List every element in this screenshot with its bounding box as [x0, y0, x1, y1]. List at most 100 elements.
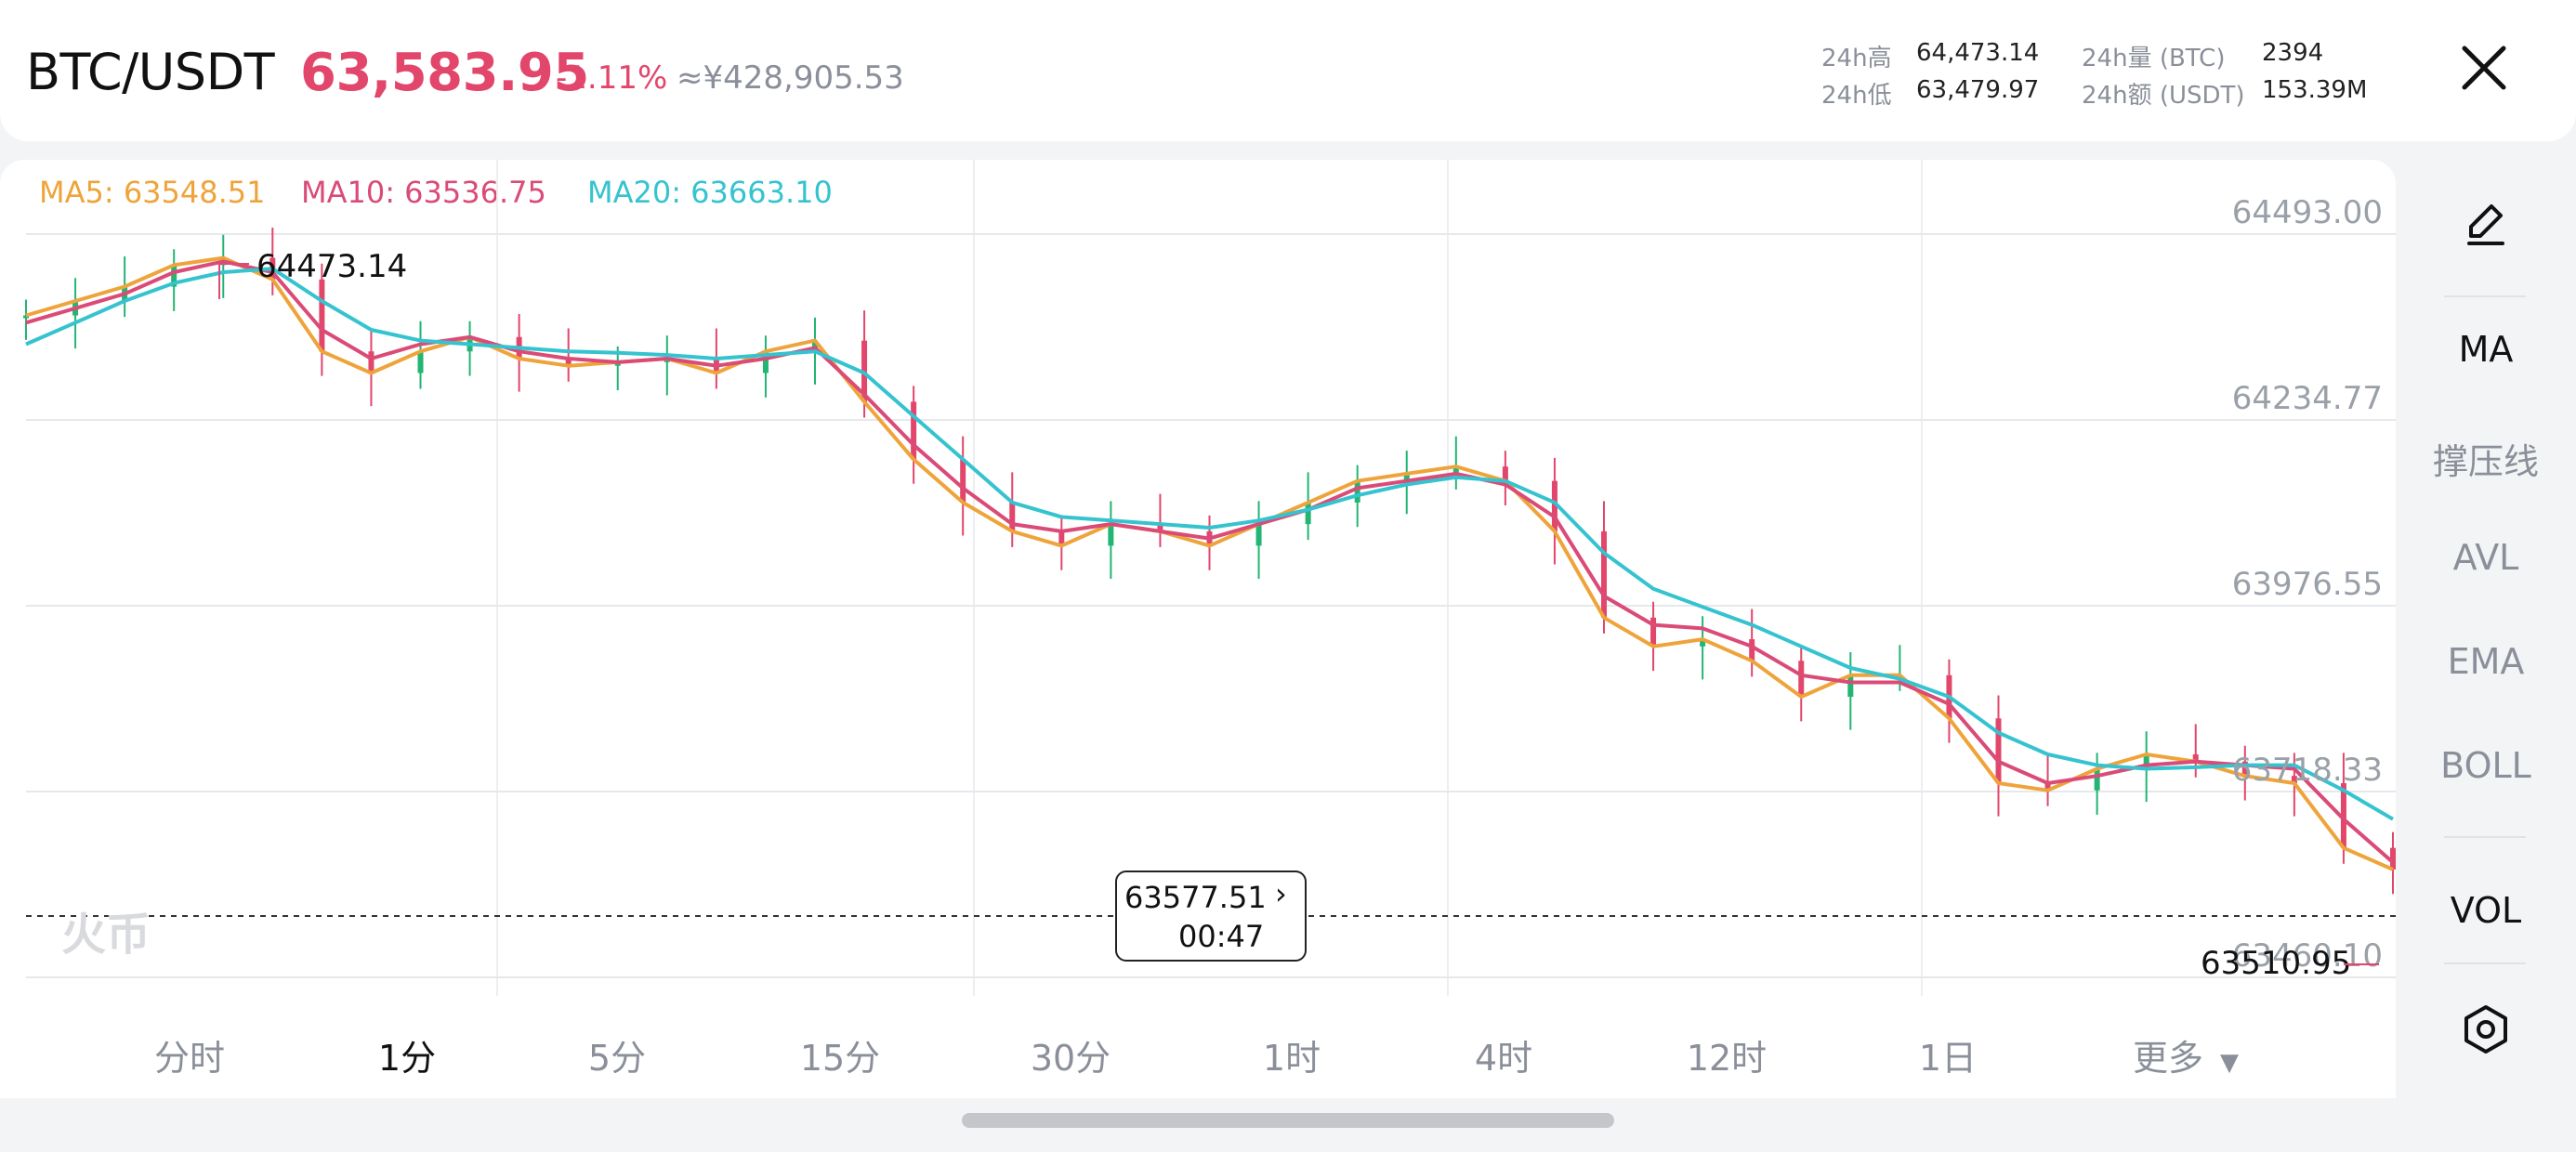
- indicator-avl[interactable]: AVL: [2452, 537, 2519, 578]
- current-price-tooltip[interactable]: 63577.51 › 00:47: [1115, 871, 1307, 962]
- ma20-line: [25, 267, 2395, 821]
- candle-body: [368, 351, 375, 373]
- tab-15min[interactable]: 15分: [799, 1038, 881, 1079]
- watermark-logo: 火币: [61, 909, 151, 961]
- candle-body: [1403, 473, 1410, 481]
- rail-divider: [2444, 962, 2526, 964]
- last-price: 63,583.95: [300, 43, 589, 103]
- indicator-vol[interactable]: VOL: [2450, 890, 2522, 931]
- low-24h-value: 63,479.97: [1916, 76, 2040, 104]
- candle-body: [1305, 502, 1311, 525]
- candle-body: [1650, 617, 1657, 647]
- high-marker-leader: [218, 263, 249, 299]
- chart-settings-button[interactable]: [2396, 1003, 2576, 1064]
- low-24h-label: 24h低: [1821, 82, 1892, 110]
- amount-24h-label: 24h额 (USDT): [2082, 82, 2245, 110]
- scroll-handle[interactable]: [962, 1113, 1614, 1128]
- candle-body: [1255, 524, 1262, 546]
- candle-body: [2291, 776, 2297, 783]
- ma5-line: [25, 255, 2394, 871]
- ticker-header: BTC/USDT 63,583.95 -1.11% ≈¥428,905.53 2…: [0, 0, 2576, 141]
- candle-body: [319, 279, 325, 352]
- candle-body: [762, 351, 769, 373]
- candle-body: [960, 459, 966, 503]
- settings-icon: [2464, 1005, 2507, 1054]
- volume-24h-value: 2394: [2262, 39, 2324, 67]
- candle-body: [2192, 753, 2199, 762]
- indicator-ema[interactable]: EMA: [2447, 641, 2525, 682]
- tab-more[interactable]: 更多 ▼: [2133, 1029, 2239, 1080]
- indicator-support-resistance[interactable]: 撑压线: [2432, 441, 2539, 482]
- tab-more-label: 更多: [2132, 1038, 2203, 1079]
- candle-body: [1058, 530, 1065, 546]
- tab-timeline[interactable]: 分时: [153, 1038, 226, 1079]
- indicator-boll[interactable]: BOLL: [2440, 745, 2531, 786]
- current-price-value: 63577.51: [1124, 880, 1267, 915]
- high-24h-value: 64,473.14: [1916, 39, 2040, 67]
- ma10-label: MA10: 63536.75: [301, 175, 546, 210]
- indicator-ma[interactable]: MA: [2458, 329, 2514, 370]
- candle-body: [1749, 639, 1755, 661]
- candle-body: [2143, 753, 2149, 769]
- close-icon: [2462, 46, 2506, 90]
- rail-divider: [2444, 295, 2526, 297]
- close-button[interactable]: [2453, 37, 2515, 98]
- high-marker-label: 64473.14: [256, 248, 407, 285]
- candle-body: [417, 351, 424, 373]
- candle-body: [1157, 524, 1163, 531]
- price-tick-label: 63718.33: [2232, 752, 2383, 789]
- candle-body: [2044, 782, 2051, 791]
- candle-body: [1354, 480, 1360, 503]
- tab-1min[interactable]: 1分: [377, 1038, 437, 1079]
- trading-pair[interactable]: BTC/USDT: [26, 43, 275, 101]
- candle-body: [1700, 639, 1706, 647]
- tab-5min[interactable]: 5分: [587, 1038, 647, 1079]
- price-tick-label: 63460.10: [2232, 937, 2383, 975]
- candle-body: [1995, 718, 2002, 783]
- high-24h-label: 24h高: [1821, 45, 1892, 72]
- amount-24h-value: 153.39M: [2262, 76, 2368, 104]
- candle-body: [1601, 530, 1607, 618]
- candle-countdown: 00:47: [1178, 919, 1265, 954]
- volume-24h-label: 24h量 (BTC): [2082, 45, 2226, 72]
- candles: [23, 228, 2396, 895]
- ma5-label: MA5: 63548.51: [39, 175, 266, 210]
- candlestick-chart[interactable]: 64493.00 64234.77 63976.55 63718.33 63460.10…: [0, 160, 2396, 1015]
- chart-grid: [26, 160, 2396, 996]
- tab-1hour[interactable]: 1时: [1262, 1038, 1321, 1079]
- candle-body: [2241, 761, 2248, 777]
- candle-body: [1502, 466, 1508, 481]
- price-tick-label: 63976.55: [2232, 566, 2383, 603]
- candle-body: [1108, 524, 1114, 546]
- tab-30min[interactable]: 30分: [1030, 1038, 1111, 1079]
- candle-body: [1551, 480, 1557, 531]
- candle-body: [171, 265, 177, 287]
- candle-body: [1847, 674, 1854, 698]
- tab-12hour[interactable]: 12时: [1686, 1038, 1768, 1079]
- cny-price: ≈¥428,905.53: [677, 59, 904, 97]
- candle-body: [2094, 768, 2100, 791]
- ma20-label: MA20: 63663.10: [587, 175, 833, 210]
- low-marker-label: 63510.95: [2201, 945, 2351, 982]
- candle-body: [2340, 782, 2346, 848]
- price-tick-label: 64234.77: [2232, 380, 2383, 417]
- indicator-rail: [2396, 160, 2576, 1098]
- pen-icon: [2467, 204, 2504, 245]
- candle-body: [1452, 466, 1459, 474]
- price-axis: 64493.00 64234.77 63976.55 63718.33 63460.10: [2232, 194, 2383, 975]
- draw-tool-button[interactable]: [2396, 199, 2576, 255]
- candle-body: [23, 315, 29, 319]
- moving-averages: [25, 255, 2395, 871]
- rail-divider: [2444, 836, 2526, 838]
- candle-body: [2390, 847, 2396, 870]
- price-tick-label: 64493.00: [2232, 194, 2383, 231]
- candle-body: [1798, 661, 1805, 698]
- price-change-percent: -1.11%: [556, 59, 668, 97]
- candle-body: [911, 401, 917, 460]
- ma10-line: [25, 259, 2395, 864]
- chevron-down-icon: ▼: [2220, 1049, 2240, 1077]
- tab-4hour[interactable]: 4时: [1474, 1038, 1533, 1079]
- chevron-right-icon: ›: [1275, 876, 1287, 911]
- tab-1day[interactable]: 1日: [1918, 1038, 1978, 1079]
- candle-body: [1009, 502, 1016, 531]
